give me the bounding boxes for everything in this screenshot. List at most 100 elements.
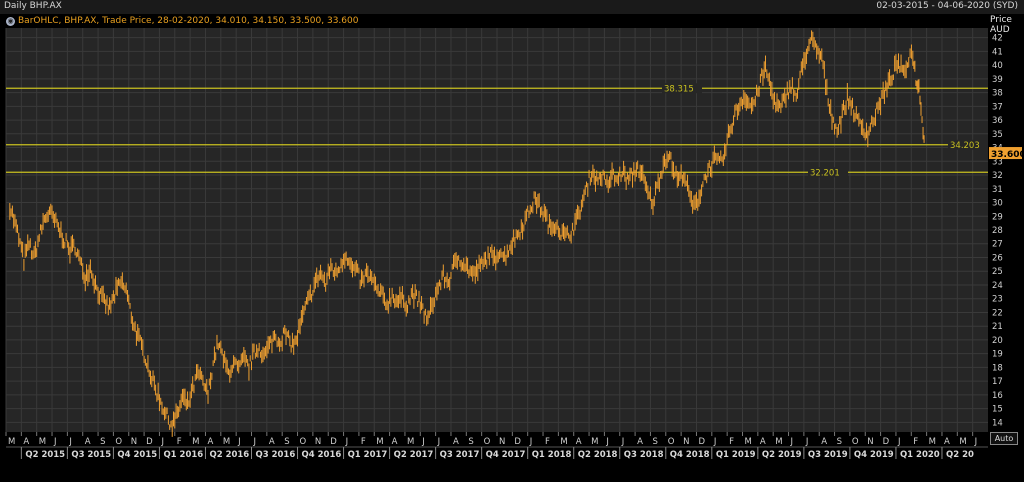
x-month-label: D: [146, 437, 153, 447]
x-month-label: J: [605, 437, 609, 447]
x-quarter-label: Q4 2016: [302, 450, 342, 460]
x-quarter-label: Q2 20: [946, 450, 974, 460]
x-month-label: J: [437, 437, 441, 447]
x-month-label: O: [668, 437, 675, 447]
y-tick-label: 25: [992, 267, 1003, 277]
x-month-label: A: [207, 437, 213, 447]
x-month-label: A: [821, 437, 827, 447]
x-month-label: J: [805, 437, 809, 447]
auto-scale-button[interactable]: Auto: [990, 432, 1018, 445]
x-month-label: A: [944, 437, 950, 447]
x-quarter-label: Q1 2017: [348, 450, 388, 460]
x-month-label: D: [330, 437, 337, 447]
x-month-label: O: [852, 437, 859, 447]
y-tick-label: 27: [992, 240, 1003, 250]
x-month-label: N: [315, 437, 321, 447]
x-month-label: F: [177, 437, 182, 447]
x-month-label: F: [729, 437, 734, 447]
x-month-label: N: [499, 437, 505, 447]
y-tick-label: 41: [992, 47, 1003, 57]
x-month-label: A: [23, 437, 29, 447]
y-tick-label: 38: [992, 89, 1003, 99]
series-settings-icon[interactable]: ◉: [6, 16, 15, 26]
grid-lines: [5, 28, 988, 432]
x-month-label: M: [39, 437, 46, 447]
x-month-label: A: [637, 437, 643, 447]
x-month-label: J: [345, 437, 349, 447]
x-quarter-label: Q3 2017: [440, 450, 480, 460]
x-month-label: J: [974, 437, 978, 447]
reference-label-bg: [808, 167, 848, 178]
x-month-label: S: [652, 437, 657, 447]
x-month-label: O: [484, 437, 491, 447]
x-month-label: M: [775, 437, 782, 447]
y-tick-label: 22: [992, 308, 1003, 318]
y-tick-label: 20: [992, 336, 1003, 346]
x-month-label: M: [192, 437, 199, 447]
x-month-label: A: [576, 437, 582, 447]
x-quarter-label: Q4 2017: [486, 450, 526, 460]
x-month-label: S: [837, 437, 842, 447]
x-month-label: J: [68, 437, 72, 447]
y-tick-label: 40: [992, 61, 1003, 71]
x-month-label: M: [745, 437, 752, 447]
y-tick-label: 39: [992, 75, 1003, 85]
x-quarter-label: Q1 2016: [163, 450, 203, 460]
price-axis-header: Price AUD: [990, 15, 1012, 35]
x-quarter-label: Q1 2019: [716, 450, 756, 460]
y-tick-label: 35: [992, 130, 1003, 140]
y-tick-label: 21: [992, 322, 1003, 332]
y-tick-label: 16: [992, 391, 1003, 401]
x-month-label: J: [897, 437, 901, 447]
x-month-label: F: [361, 437, 366, 447]
x-month-label: M: [407, 437, 414, 447]
x-month-label: A: [760, 437, 766, 447]
y-tick-label: 31: [992, 185, 1003, 195]
y-tick-label: 30: [992, 199, 1003, 209]
x-month-label: D: [698, 437, 705, 447]
x-quarter-label: Q4 2019: [854, 450, 894, 460]
x-quarter-label: Q2 2016: [209, 450, 249, 460]
x-month-label: J: [160, 437, 164, 447]
x-month-label: J: [253, 437, 257, 447]
x-month-label: M: [223, 437, 230, 447]
x-month-label: J: [713, 437, 717, 447]
x-quarter-label: Q2 2015: [25, 450, 65, 460]
y-tick-label: 18: [992, 363, 1003, 373]
x-quarter-label: Q4 2015: [117, 450, 157, 460]
y-tick-label: 26: [992, 253, 1003, 263]
x-month-label: M: [560, 437, 567, 447]
x-month-label: M: [929, 437, 936, 447]
y-tick-label: 37: [992, 102, 1003, 112]
x-month-label: M: [8, 437, 15, 447]
reference-lines: 38.315 34.203 32.201: [6, 83, 988, 178]
x-month-label: A: [392, 437, 398, 447]
y-tick-label: 28: [992, 226, 1003, 236]
y-tick-label: 33: [992, 157, 1003, 167]
reference-label-bg: [948, 139, 988, 150]
x-month-label: O: [115, 437, 122, 447]
y-tick-label: 29: [992, 212, 1003, 222]
x-month-label: A: [453, 437, 459, 447]
y-tick-label: 14: [992, 418, 1003, 428]
x-month-label: A: [269, 437, 275, 447]
x-quarter-label: Q1 2020: [900, 450, 940, 460]
x-quarter-label: Q3 2015: [71, 450, 111, 460]
y-tick-label: 32: [992, 171, 1003, 181]
x-month-label: S: [468, 437, 473, 447]
x-month-label: A: [85, 437, 91, 447]
series-legend[interactable]: ◉ BarOHLC, BHP.AX, Trade Price, 28-02-20…: [6, 16, 358, 26]
x-month-label: M: [959, 437, 966, 447]
y-tick-label: 24: [992, 281, 1003, 291]
x-quarter-label: Q2 2018: [578, 450, 618, 460]
x-month-label: J: [529, 437, 533, 447]
x-month-label: J: [790, 437, 794, 447]
y-tick-label: 15: [992, 405, 1003, 415]
price-label: Price: [990, 15, 1012, 25]
last-price-badge: [989, 147, 1022, 160]
x-month-label: D: [514, 437, 521, 447]
x-quarter-label: Q2 2019: [762, 450, 802, 460]
